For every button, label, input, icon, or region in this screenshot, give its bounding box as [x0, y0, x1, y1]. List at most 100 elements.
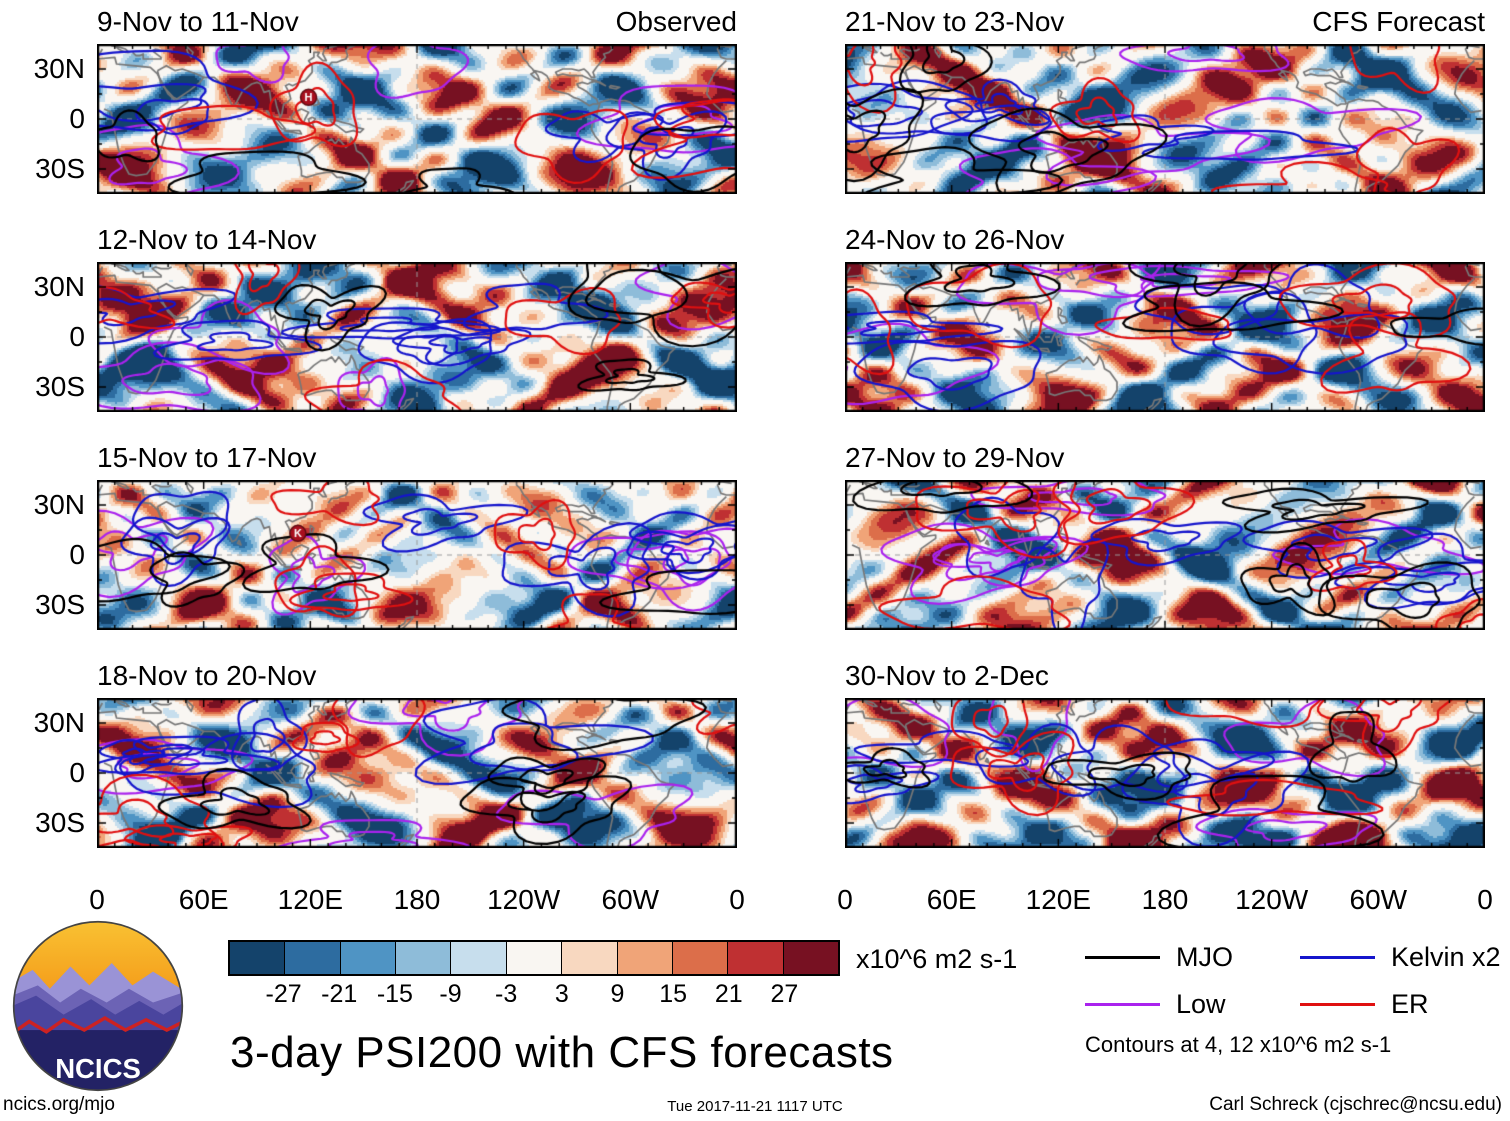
y-tick-label: 30S — [35, 806, 85, 838]
footer-author: Carl Schreck (cjschrec@ncsu.edu) — [1209, 1094, 1502, 1115]
legend-item-kelvin: Kelvin x2 — [1300, 942, 1501, 973]
legend-label: Kelvin x2 — [1391, 942, 1501, 972]
kelvin-line-swatch — [1300, 956, 1375, 959]
colorbar-tick: -15 — [376, 980, 413, 1008]
legend-item-mjo: MJO — [1085, 942, 1300, 973]
colorbar-tick: 27 — [770, 980, 799, 1008]
panel-fcst-2: 24-Nov to 26-Nov — [737, 224, 1485, 412]
colorbar-segment — [561, 942, 617, 974]
panel-grid: 9-Nov to 11-Nov Observed 30N 0 30S 12-No… — [0, 6, 1493, 918]
colorbar-segment — [505, 942, 562, 974]
panel-obs-1: 9-Nov to 11-Nov Observed 30N 0 30S — [0, 6, 737, 194]
colorbar-units: x10^6 m2 s-1 — [856, 944, 1018, 974]
x-axis-labels: 0 60E 120E 180 120W 60W 0 — [837, 878, 1493, 918]
colorbar-segment — [339, 942, 396, 974]
colorbar-tick: -27 — [265, 980, 302, 1008]
map-canvas — [97, 44, 737, 194]
map-canvas — [845, 44, 1485, 194]
panel-title: 24-Nov to 26-Nov — [845, 224, 1065, 255]
legend-label: MJO — [1176, 942, 1233, 972]
x-tick-label: 120W — [1235, 884, 1309, 915]
x-tick-label: 120E — [1025, 884, 1092, 915]
panel-fcst-4: 30-Nov to 2-Dec — [737, 660, 1485, 848]
footer-url: ncics.org/mjo — [3, 1094, 115, 1115]
y-tick-label: 30N — [33, 707, 85, 738]
er-line-swatch — [1300, 1003, 1375, 1006]
legend-item-low: Low — [1085, 989, 1300, 1020]
footer: ncics.org/mjo Tue 2017-11-21 1117 UTC Ca… — [0, 1094, 1510, 1120]
contour-levels-note: Contours at 4, 12 x10^6 m2 s-1 — [1085, 1032, 1392, 1057]
panel-obs-2: 12-Nov to 14-Nov 30N 0 30S — [0, 224, 737, 412]
colorbar-segment — [230, 942, 285, 974]
y-tick-label: 0 — [69, 757, 85, 788]
x-tick-label: 180 — [1141, 884, 1189, 915]
contour-legend: MJO Kelvin x2 Low ER — [1085, 942, 1501, 1020]
panel-title: 30-Nov to 2-Dec — [845, 660, 1049, 691]
colorbar-segment — [727, 942, 783, 974]
legend-item-er: ER — [1300, 989, 1501, 1020]
forecast-column: 21-Nov to 23-Nov CFS Forecast 24-Nov to … — [737, 6, 1493, 918]
ncics-logo-text: NCICS — [55, 1053, 141, 1084]
x-axis-left: 0 60E 120E 180 120W 60W 0 — [0, 878, 745, 918]
y-tick-label: 0 — [69, 539, 85, 570]
map-canvas — [845, 480, 1485, 630]
ncics-logo-image: NCICS — [12, 920, 184, 1092]
panel-title: 9-Nov to 11-Nov — [97, 6, 299, 37]
panel-obs-4: 18-Nov to 20-Nov 30N 0 30S — [0, 660, 737, 848]
legend-label: ER — [1391, 989, 1429, 1019]
y-axis-labels: 30N 0 30S — [0, 698, 97, 848]
figure-legend-area: NCICS -27 -21 -15 — [0, 920, 1510, 1096]
colorbar-tick: -9 — [439, 980, 462, 1008]
colorbar-bar — [228, 940, 840, 976]
map-canvas — [97, 262, 737, 412]
x-tick-label: 0 — [837, 884, 853, 915]
colorbar-segment — [782, 942, 838, 974]
x-tick-label: 0 — [729, 884, 745, 915]
y-tick-label: 0 — [69, 103, 85, 134]
legend-label: Low — [1176, 989, 1226, 1019]
panel-title: 27-Nov to 29-Nov — [845, 442, 1065, 473]
y-tick-label: 30N — [33, 271, 85, 302]
colorbar-segment — [671, 942, 728, 974]
footer-timestamp: Tue 2017-11-21 1117 UTC — [667, 1098, 843, 1115]
x-tick-label: 60W — [601, 884, 660, 915]
colorbar-tick: 21 — [714, 980, 743, 1008]
y-axis-labels: 30N 0 30S — [0, 480, 97, 630]
panel-fcst-3: 27-Nov to 29-Nov — [737, 442, 1485, 630]
x-tick-label: 60E — [926, 884, 977, 915]
colorbar-segment — [395, 942, 451, 974]
x-tick-label: 120E — [277, 884, 344, 915]
x-axis-labels: 0 60E 120E 180 120W 60W 0 — [89, 878, 745, 918]
observed-header: Observed — [615, 6, 737, 37]
ncics-logo: NCICS — [12, 920, 184, 1097]
y-tick-label: 30S — [35, 588, 85, 620]
panel-fcst-1: 21-Nov to 23-Nov CFS Forecast — [737, 6, 1485, 194]
map-canvas — [97, 698, 737, 848]
colorbar-tick: 9 — [610, 980, 625, 1008]
y-tick-label: 30N — [33, 489, 85, 520]
colorbar-tick: 3 — [554, 980, 569, 1008]
panel-obs-3: 15-Nov to 17-Nov 30N 0 30S — [0, 442, 737, 630]
map-canvas — [97, 480, 737, 630]
colorbar: -27 -21 -15 -9 -3 3 9 15 21 27 — [228, 940, 840, 1008]
y-axis-labels: 30N 0 30S — [0, 44, 97, 194]
mjo-line-swatch — [1085, 956, 1160, 959]
x-tick-label: 120W — [487, 884, 561, 915]
cfs-forecast-header: CFS Forecast — [1312, 6, 1485, 37]
colorbar-tick: -3 — [495, 980, 518, 1008]
x-tick-label: 60E — [178, 884, 229, 915]
colorbar-tick: -21 — [321, 980, 358, 1008]
colorbar-segment — [450, 942, 506, 974]
panel-title: 12-Nov to 14-Nov — [97, 224, 317, 255]
x-tick-label: 0 — [89, 884, 105, 915]
panel-title: 18-Nov to 20-Nov — [97, 660, 317, 691]
panel-title: 15-Nov to 17-Nov — [97, 442, 317, 473]
y-axis-labels: 30N 0 30S — [0, 262, 97, 412]
map-canvas — [845, 698, 1485, 848]
observed-column: 9-Nov to 11-Nov Observed 30N 0 30S 12-No… — [0, 6, 745, 918]
x-tick-label: 60W — [1349, 884, 1408, 915]
x-tick-label: 0 — [1477, 884, 1493, 915]
colorbar-segment — [616, 942, 672, 974]
colorbar-segment — [284, 942, 340, 974]
x-axis-right: 0 60E 120E 180 120W 60W 0 — [737, 878, 1493, 918]
